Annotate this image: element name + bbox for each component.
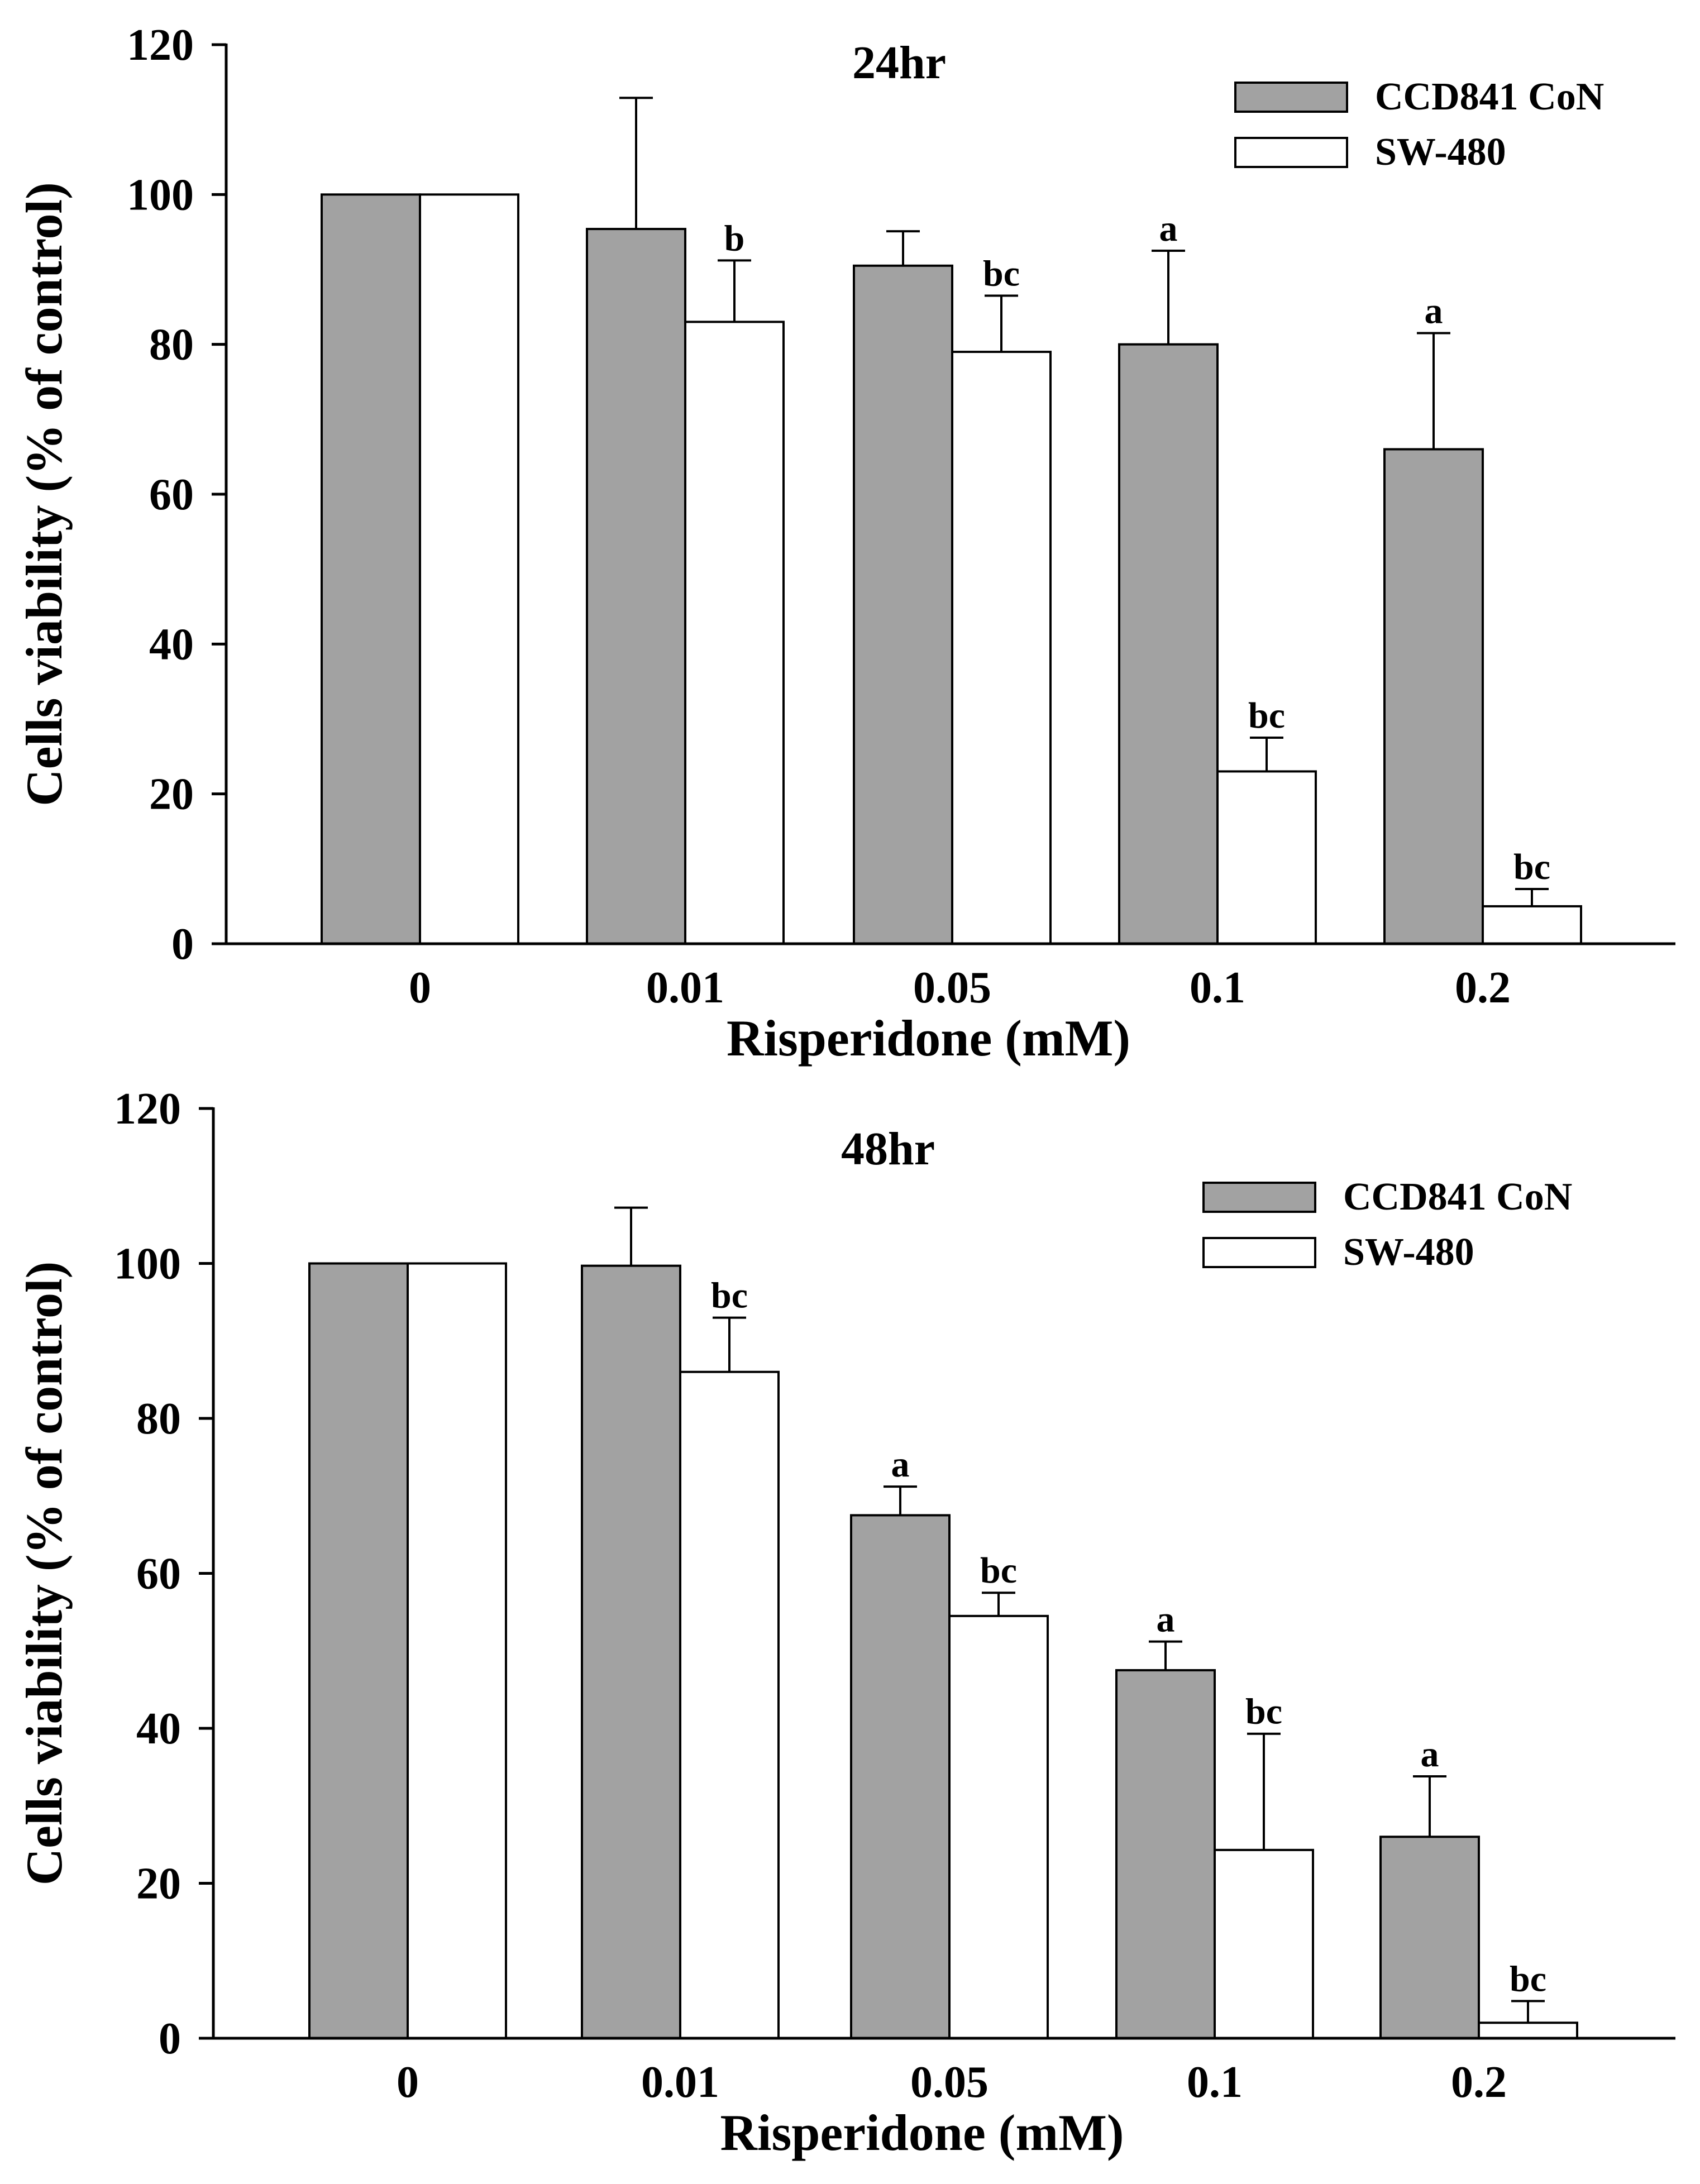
bar-series2-0.2 bbox=[1482, 905, 1582, 945]
x-tick-label: 0.05 bbox=[910, 2058, 989, 2107]
panel-title: 48hr bbox=[841, 1123, 935, 1175]
bar-series2-0.1 bbox=[1216, 770, 1317, 945]
y-axis-title: Cells viability (% of control) bbox=[16, 182, 73, 806]
bar-series2-0.1 bbox=[1214, 1848, 1314, 2039]
x-tick-label: 0.01 bbox=[646, 963, 724, 1012]
y-tick-label: 60 bbox=[149, 470, 194, 519]
x-tick-label: 0.05 bbox=[913, 963, 991, 1012]
x-tick-label: 0.2 bbox=[1455, 963, 1511, 1012]
legend-label: SW-480 bbox=[1375, 131, 1506, 174]
bar-series1-0 bbox=[308, 1262, 409, 2039]
bar-series1-0.2 bbox=[1383, 448, 1484, 945]
chart-panel-24hr: a a b bc bc bc 0 20 40 60 80 100 120 0 0.01 0.05 0.1 0.2 R… bbox=[16, 21, 1675, 1067]
bar-series2-0.01 bbox=[679, 1370, 780, 2039]
x-tick-label: 0 bbox=[397, 2058, 419, 2107]
significance-label: a bbox=[1159, 208, 1178, 249]
legend: CCD841 CoN SW-480 bbox=[1234, 75, 1604, 174]
significance-label: bc bbox=[1510, 1958, 1546, 1999]
significance-label: bc bbox=[1513, 847, 1550, 887]
x-axis-title: Risperidone (mM) bbox=[727, 1010, 1130, 1067]
y-tick-label: 40 bbox=[149, 620, 194, 669]
y-tick-label: 80 bbox=[149, 321, 194, 370]
x-tick-label: 0.01 bbox=[641, 2058, 719, 2107]
y-tick-label: 100 bbox=[127, 170, 194, 219]
bar-series1-0 bbox=[321, 193, 421, 945]
x-tick-label: 0.2 bbox=[1451, 2058, 1507, 2107]
y-axis-title: Cells viability (% of control) bbox=[16, 1261, 73, 1886]
y-tick-label: 120 bbox=[127, 21, 194, 70]
legend-swatch-series2 bbox=[1234, 137, 1348, 168]
legend-swatch-series2 bbox=[1202, 1237, 1316, 1268]
chart-panel-48hr: a a a bc bc bc bc 0 20 40 60 80 100 120 0 0.01 0.05 0.1 0.… bbox=[16, 1084, 1675, 2161]
significance-label: a bbox=[1425, 291, 1443, 332]
significance-label: a bbox=[1421, 1734, 1439, 1775]
bar-series1-0.01 bbox=[581, 1264, 681, 2040]
panel-title: 24hr bbox=[852, 37, 946, 89]
legend-swatch-series1 bbox=[1234, 82, 1348, 113]
y-tick-label: 60 bbox=[136, 1550, 181, 1599]
bar-series1-0.05 bbox=[853, 264, 953, 945]
y-tick-label: 20 bbox=[136, 1860, 181, 1909]
y-tick-label: 0 bbox=[159, 2014, 181, 2063]
significance-label: bc bbox=[711, 1275, 748, 1316]
legend-label: CCD841 CoN bbox=[1375, 75, 1604, 118]
significance-label: a bbox=[891, 1444, 910, 1485]
y-tick-label: 40 bbox=[136, 1704, 181, 1753]
y-tick-label: 80 bbox=[136, 1394, 181, 1444]
significance-label: a bbox=[1157, 1599, 1175, 1640]
x-tick-label: 0.1 bbox=[1190, 963, 1245, 1012]
legend-swatch-series1 bbox=[1202, 1182, 1316, 1213]
y-tick-label: 100 bbox=[114, 1240, 181, 1289]
bar-series1-0.01 bbox=[586, 228, 686, 945]
bar-series1-0.05 bbox=[850, 1514, 951, 2039]
legend: CCD841 CoN SW-480 bbox=[1202, 1175, 1572, 1274]
y-tick-label: 0 bbox=[171, 920, 194, 969]
legend-label: CCD841 CoN bbox=[1343, 1175, 1572, 1218]
bar-series2-0.05 bbox=[951, 351, 1052, 945]
significance-label: b bbox=[724, 218, 745, 259]
significance-label: bc bbox=[1245, 1691, 1282, 1732]
bar-series1-0.2 bbox=[1379, 1836, 1480, 2039]
x-axis-title: Risperidone (mM) bbox=[720, 2104, 1124, 2161]
significance-label: bc bbox=[1248, 695, 1285, 736]
y-tick-label: 20 bbox=[149, 770, 194, 819]
x-tick-label: 0.1 bbox=[1187, 2058, 1243, 2107]
bar-series2-0.01 bbox=[684, 321, 785, 945]
bar-series1-0.1 bbox=[1115, 1669, 1216, 2039]
legend-label: SW-480 bbox=[1343, 1231, 1474, 1274]
x-tick-label: 0 bbox=[409, 963, 431, 1012]
bar-series1-0.1 bbox=[1118, 343, 1219, 945]
bar-series2-0.05 bbox=[948, 1614, 1049, 2039]
significance-label: bc bbox=[983, 253, 1020, 294]
y-tick-label: 120 bbox=[114, 1084, 181, 1134]
bar-series2-0 bbox=[419, 193, 519, 945]
bar-series2-0 bbox=[407, 1262, 507, 2039]
significance-label: bc bbox=[980, 1550, 1017, 1591]
bar-series2-0.2 bbox=[1478, 2021, 1578, 2039]
